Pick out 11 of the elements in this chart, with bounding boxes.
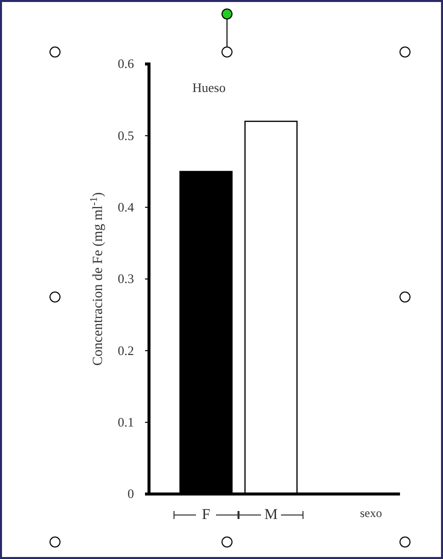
y-tick-label: 0.1: [118, 414, 134, 430]
y-tick-label: 0.5: [118, 128, 134, 143]
x-axis-title: sexo: [360, 506, 382, 520]
y-tick-label: 0.4: [118, 199, 134, 214]
text: Hueso: [192, 80, 226, 95]
y-tick-label: 0.6: [118, 56, 134, 72]
y-tick-label: 0.2: [118, 342, 134, 358]
y-tick-label: 0.3: [118, 271, 134, 286]
y-tick-label: 0: [128, 486, 134, 502]
x-tick-label: M: [264, 507, 278, 523]
x-tick-label: F: [202, 507, 210, 523]
